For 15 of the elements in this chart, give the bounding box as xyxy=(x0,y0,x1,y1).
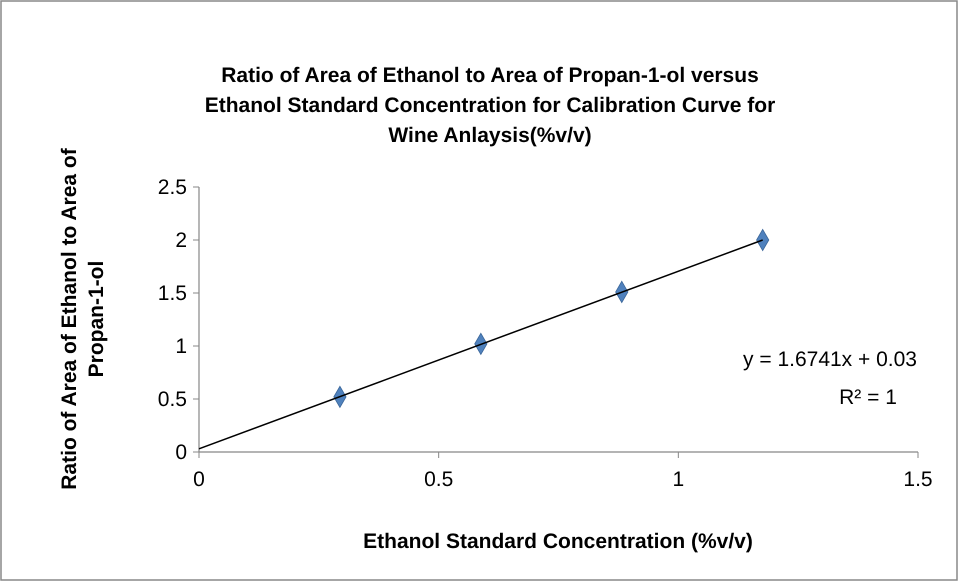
y-tick-label: 1.5 xyxy=(158,282,187,305)
y-tick-label: 0 xyxy=(175,441,187,464)
y-tick-label: 1 xyxy=(175,335,187,358)
x-axis-title: Ethanol Standard Concentration (%v/v) xyxy=(363,530,753,553)
x-tick-label: 0 xyxy=(193,468,205,491)
x-tick-label: 1.5 xyxy=(903,468,933,491)
y-tick-label: 0.5 xyxy=(158,388,187,411)
y-tick-label: 2.5 xyxy=(158,176,187,199)
annotation: y = 1.6741x + 0.03 xyxy=(743,348,917,371)
chart-title: Ratio of Area of Ethanol to Area of Propan-1-ol versus Ethanol Standard Concentration for Calibration Curve for Wine Anlaysis(%v/v) xyxy=(204,64,776,147)
x-tick-label: 0.5 xyxy=(424,468,454,491)
x-tick-label: 1 xyxy=(672,468,684,491)
y-tick-label: 2 xyxy=(175,229,187,252)
y-axis-title: Ratio of Area of Ethanol to Area of Propan-1-ol xyxy=(58,147,108,490)
annotation: R² = 1 xyxy=(839,386,897,409)
